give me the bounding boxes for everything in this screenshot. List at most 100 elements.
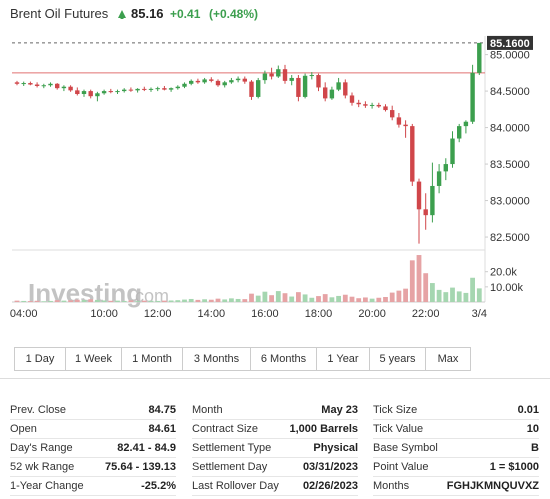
stat-value: 02/26/2023 [302,480,358,492]
x-tick-label: 04:00 [10,308,38,320]
stats-row: Day's Range 82.41 - 84.9 [10,439,176,458]
stat-value: 82.41 - 84.9 [117,442,176,454]
change-pct: (+0.48%) [209,7,258,21]
stat-value: 75.64 - 139.13 [105,461,176,473]
volume-bar [108,300,114,302]
volume-bar [182,299,187,302]
range-button[interactable]: 3 Months [183,347,251,371]
stat-value: FGHJKMNQUVXZ [446,480,539,492]
volume-bar [249,293,254,302]
volume-bar [470,277,475,302]
stat-label: Point Value [373,461,429,473]
range-button[interactable]: Max [426,347,471,371]
candle-body [316,75,321,88]
candle-body [376,104,381,107]
candle-body [296,77,301,97]
volume-bar [168,300,174,302]
candle-body [329,89,335,99]
volume-bar [322,294,328,302]
stats-row: Months FGHJKMNQUVXZ [373,477,539,496]
range-button[interactable]: 1 Year [317,347,370,371]
last-price-label: 85.1600 [490,38,530,50]
volume-bar [476,288,482,302]
y-tick-label: 84.5000 [490,86,530,98]
volume-bar [289,296,295,302]
candle-body [55,83,60,89]
stat-value: Physical [313,442,358,454]
candle-body [162,88,167,90]
volume-bar [436,289,442,302]
candle-body [148,88,154,90]
stat-value: 84.75 [148,404,176,416]
volume-bar [302,294,308,302]
candle-body [68,86,73,91]
range-buttons: 1 Day 1 Week 1 Month 3 Months 6 Months 1 Year… [14,347,471,371]
stats-row: Settlement Type Physical [192,439,358,458]
volume-bar [349,296,355,302]
stats-row: Tick Value 10 [373,420,539,439]
volume-bar [443,292,449,302]
range-button[interactable]: 5 years [370,347,426,371]
volume-bar [34,300,40,302]
volume-bar [463,292,469,302]
x-tick-label: 22:00 [412,308,440,320]
volume-bar [101,300,107,302]
range-button[interactable]: 1 Day [14,347,66,371]
stat-label: Day's Range [10,442,73,454]
candle-body [195,80,201,83]
stat-label: Contract Size [192,423,259,435]
volume-bar [450,287,455,302]
volume-bar [162,300,167,302]
range-button[interactable]: 6 Months [251,347,317,371]
up-arrow-stem [120,15,124,19]
stat-label: 1-Year Change [10,480,84,492]
stat-label: Settlement Type [192,442,272,454]
candle-body [235,78,241,81]
volume-bar [202,299,207,302]
candle-body [282,69,288,81]
volume-bar [229,298,234,302]
candle-body [209,79,214,81]
stats-column: Month May 23 Contract Size 1,000 Barrels Set… [192,401,358,496]
volume-bar [141,300,147,302]
stat-value: 10 [526,423,539,435]
stat-label: Tick Size [373,404,418,416]
candle-body [249,81,254,97]
volume-bar [235,298,241,302]
volume-bar [155,300,161,302]
candle-body [122,89,127,92]
stat-value: 03/31/2023 [302,461,358,473]
y-tick-label: 85.0000 [490,50,530,62]
volume-bar [376,297,382,302]
candle-body [135,88,140,91]
stat-label: Prev. Close [10,404,67,416]
stat-value: 84.61 [148,423,176,435]
volume-bar [363,297,368,302]
stats-row: 1-Year Change -25.2% [10,477,176,496]
candle-body [443,164,448,172]
candle-body [242,78,247,82]
volume-bar [188,298,194,302]
volume-tick-label: 10.00k [490,282,524,294]
stat-label: Months [373,480,410,492]
y-tick-label: 83.0000 [490,196,530,208]
volume-bar [74,299,80,302]
candle-body [363,104,368,106]
range-button[interactable]: 1 Week [66,347,122,371]
candle-body [182,83,187,87]
stats-row: Tick Size 0.01 [373,401,539,420]
volume-bar [41,301,47,302]
volume-bar [115,300,120,302]
volume-bar [208,299,214,302]
stats-row: Last Rollover Day 02/26/2023 [192,477,358,496]
candle-body [14,82,20,84]
volume-bar [416,255,422,302]
candle-body [383,106,388,111]
stat-label: Tick Value [373,423,424,435]
range-button[interactable]: 1 Month [122,347,183,371]
stat-label: Open [10,423,37,435]
volume-bar [282,293,288,302]
stat-value: B [531,442,539,454]
x-tick-label: 14:00 [198,308,226,320]
